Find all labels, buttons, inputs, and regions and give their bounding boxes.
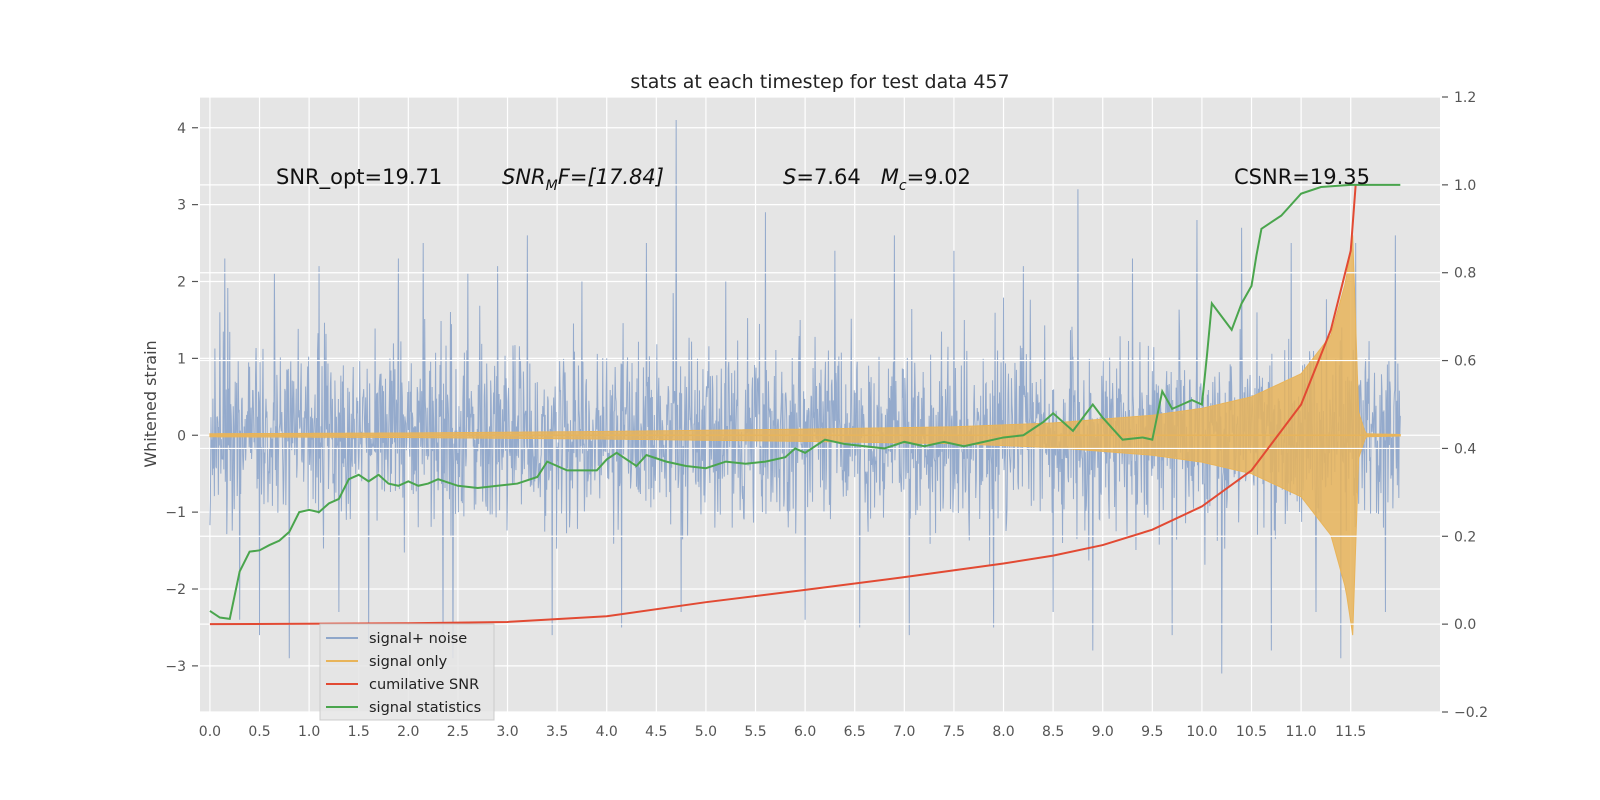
legend-label-signal-only: signal only — [369, 654, 448, 670]
annotation-s-rest: =7.64 — [796, 165, 860, 189]
y2-tick-label: 0.2 — [1454, 529, 1476, 545]
x-tick-label: 6.5 — [844, 724, 866, 740]
y2-tick-label: 0.6 — [1454, 354, 1476, 370]
annotation-spacer — [861, 165, 881, 189]
y2-tick-label: 0.0 — [1454, 617, 1476, 633]
x-tick-label: 2.0 — [397, 724, 419, 740]
annotation-snr-mf-rest: F=[17.84] — [558, 165, 664, 189]
y2-tick-label: 1.2 — [1454, 90, 1476, 106]
annotation-m-sub: c — [899, 178, 907, 194]
annotation-m-main: M — [881, 165, 899, 189]
annotation-csnr: CSNR=19.35 — [1234, 165, 1370, 189]
y-tick-label: 0 — [177, 428, 186, 444]
y-tick-label: 4 — [177, 121, 186, 137]
x-tick-label: 7.0 — [893, 724, 915, 740]
x-tick-label: 4.5 — [645, 724, 667, 740]
annotation-snr-mf-main: SNR — [502, 165, 546, 189]
annotation-s-mc: S=7.64 Mc=9.02 — [783, 165, 971, 194]
annotation-snr-opt: SNR_opt=19.71 — [276, 165, 442, 190]
annotation-m-rest: =9.02 — [907, 165, 971, 189]
right-axis-series — [209, 183, 1401, 626]
x-tick-label: 5.5 — [744, 724, 766, 740]
y-tick-label: 2 — [177, 275, 186, 291]
y-tick-label: 1 — [177, 351, 186, 367]
signal-only-series — [209, 235, 1401, 636]
x-tick-label: 5.0 — [695, 724, 717, 740]
y-tick-label: −1 — [165, 505, 186, 521]
y2-tick-label: 1.0 — [1454, 178, 1476, 194]
annotation-snr-mf-sub: M — [546, 178, 558, 194]
x-tick-label: 1.0 — [298, 724, 320, 740]
axes: 0.0 0.5 1.0 1.5 2.0 2.5 3.0 3.5 4.0 4.5 5.0 5.5 6.0 6… — [165, 90, 1488, 740]
y-tick-label: −3 — [165, 659, 186, 675]
x-tick-label: 8.0 — [992, 724, 1014, 740]
legend: signal+ noise signal only cumilative SNR… — [319, 623, 495, 721]
y-axis-label: Whitened strain — [141, 340, 160, 467]
y-tick-label: 3 — [177, 198, 186, 214]
x-tick-label: 0.0 — [199, 724, 221, 740]
annotation-s-main: S — [783, 165, 796, 189]
x-tick-label: 9.0 — [1092, 724, 1114, 740]
x-tick-label: 10.5 — [1236, 724, 1267, 740]
x-tick-label: 7.5 — [943, 724, 965, 740]
x-tick-label: 2.5 — [447, 724, 469, 740]
legend-box — [319, 623, 495, 721]
x-tick-label: 3.0 — [496, 724, 518, 740]
x-tick-label: 0.5 — [248, 724, 270, 740]
y-tick-label: −2 — [165, 582, 186, 598]
signal-statistics-line — [209, 183, 1401, 620]
x-tick-label: 9.5 — [1141, 724, 1163, 740]
x-tick-label: 6.0 — [794, 724, 816, 740]
cumulative-snr-line — [209, 184, 1357, 626]
x-tick-label: 3.5 — [546, 724, 568, 740]
x-tick-label: 1.5 — [348, 724, 370, 740]
y2-tick-label: 0.8 — [1454, 266, 1476, 282]
legend-label-cumulative-snr: cumilative SNR — [369, 677, 479, 693]
x-tick-label: 8.5 — [1042, 724, 1064, 740]
y2-tick-label: −0.2 — [1454, 705, 1488, 721]
x-tick-label: 4.0 — [596, 724, 618, 740]
annotation-snr-mf: SNRMF=[17.84] — [502, 165, 664, 194]
x-tick-label: 11.5 — [1335, 724, 1366, 740]
legend-label-signal-statistics: signal statistics — [369, 700, 481, 716]
y2-tick-label: 0.4 — [1454, 441, 1476, 457]
chart-title: stats at each timestep for test data 457 — [630, 71, 1009, 93]
x-tick-label: 11.0 — [1286, 724, 1317, 740]
legend-label-signal-noise: signal+ noise — [369, 631, 467, 647]
x-tick-label: 10.0 — [1186, 724, 1217, 740]
